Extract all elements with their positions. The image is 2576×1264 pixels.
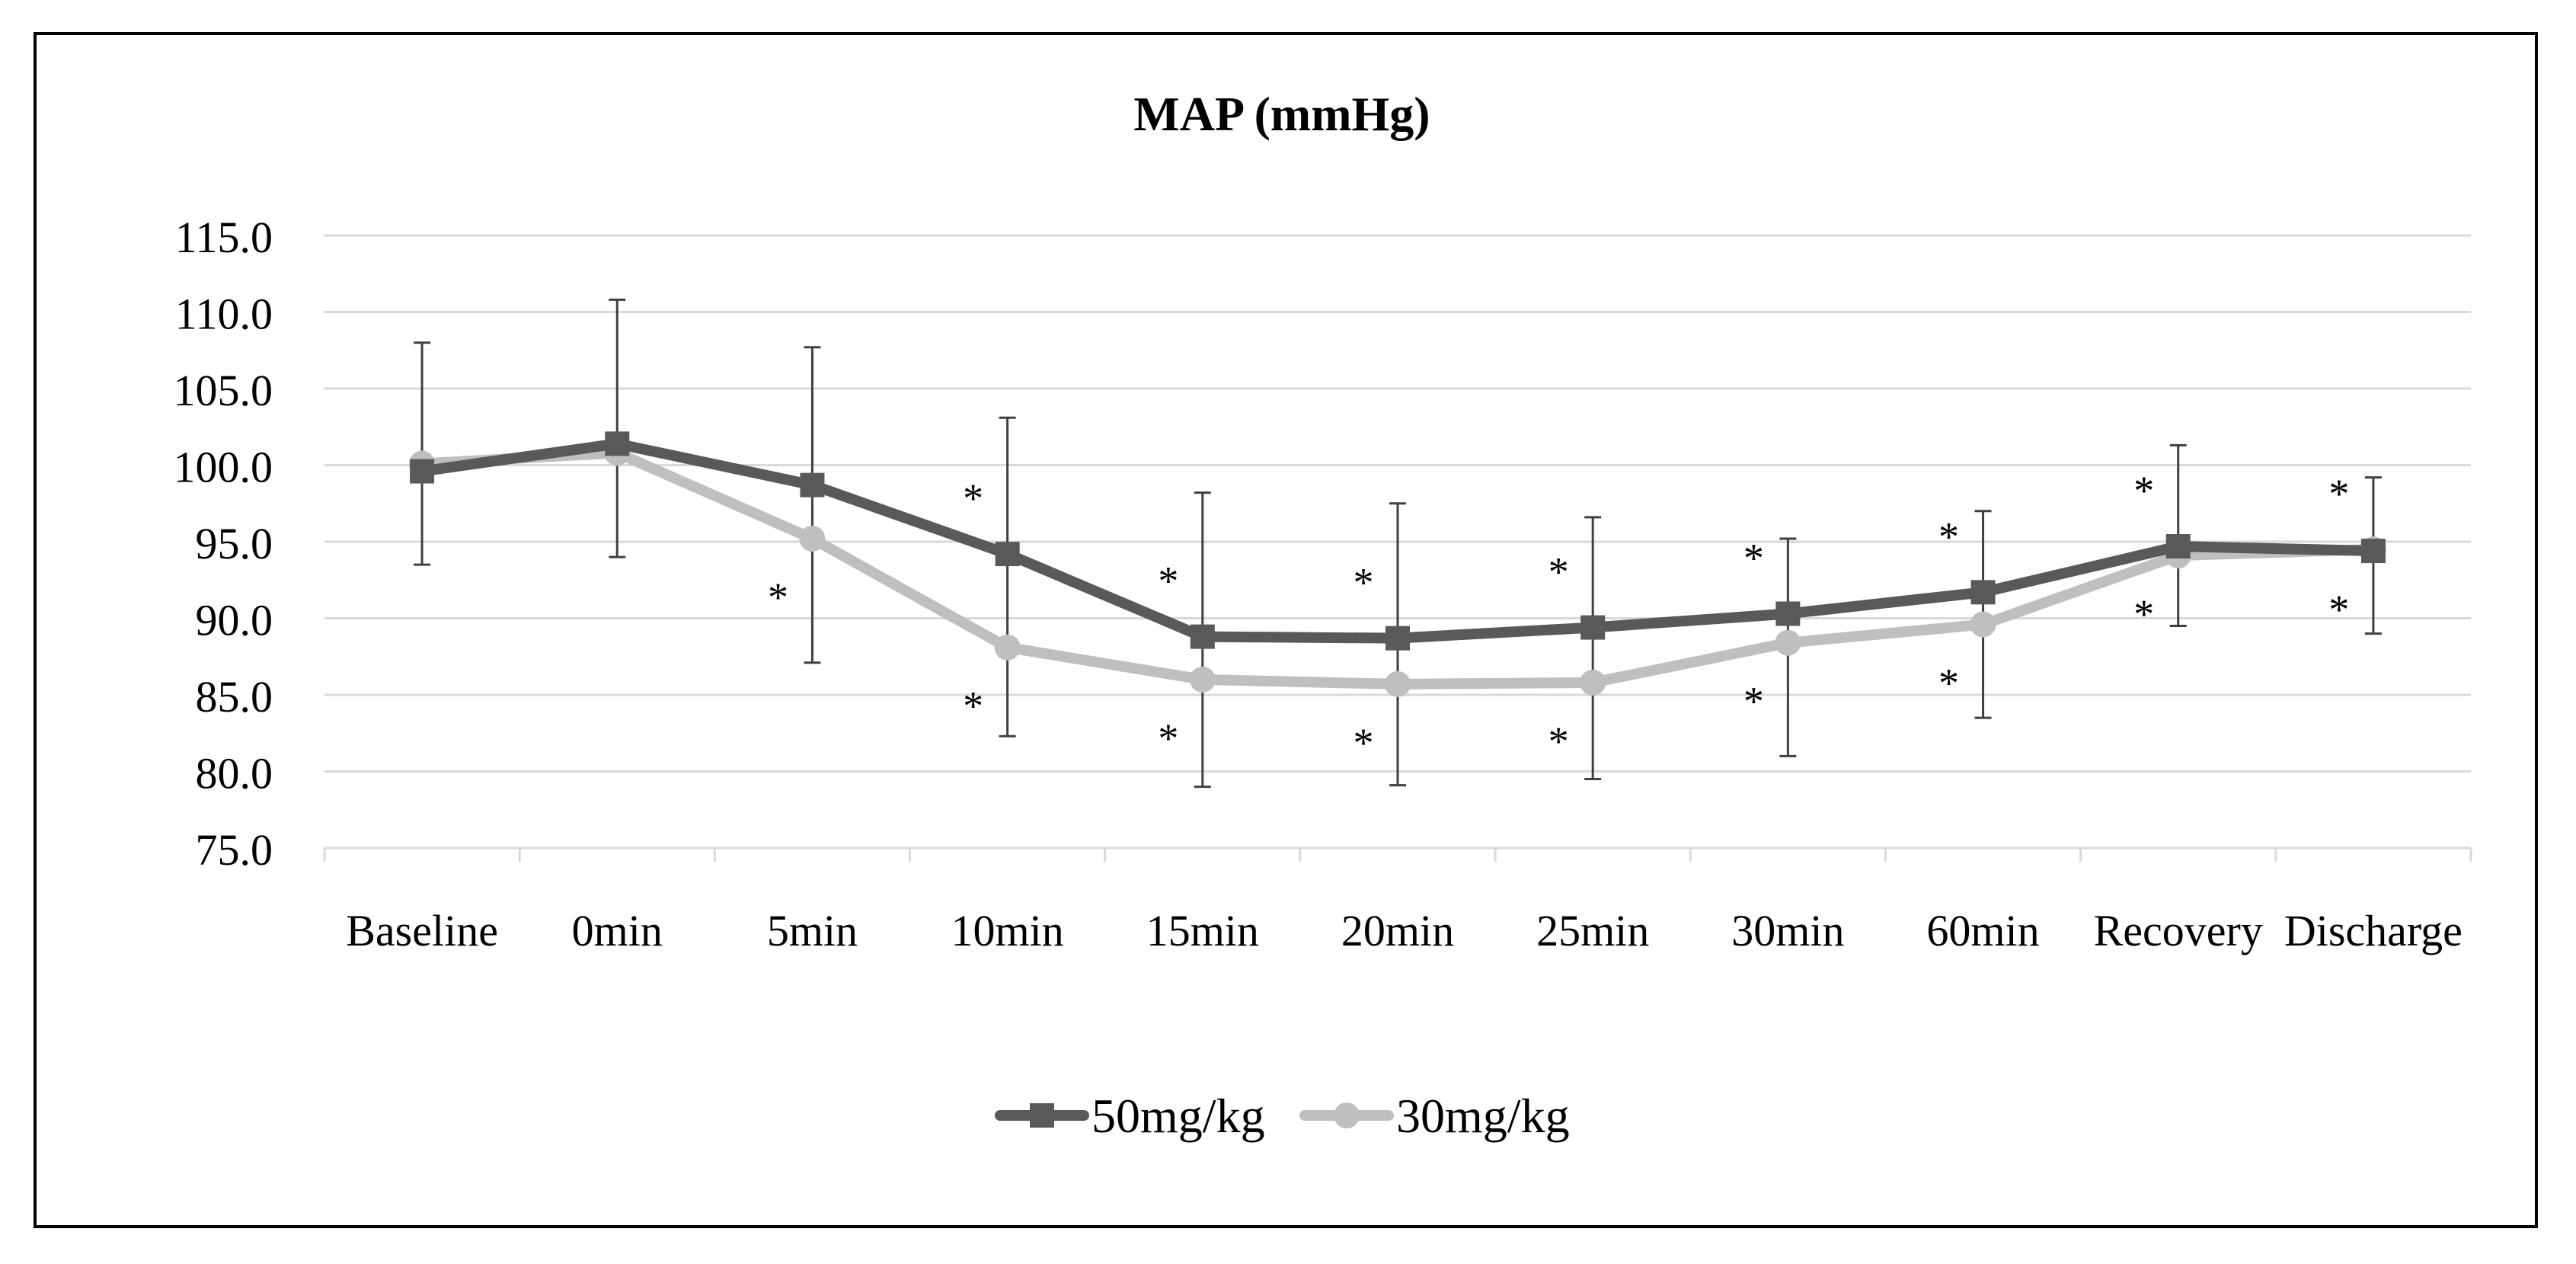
significance-star: *: [1548, 549, 1569, 595]
legend-swatch-circle: [1334, 1102, 1360, 1128]
significance-star: *: [1938, 514, 1959, 559]
error-bar: [609, 298, 626, 558]
x-tick-label: 0min: [572, 906, 663, 955]
significance-star: *: [1548, 718, 1569, 764]
x-tick-label: 25min: [1536, 906, 1649, 955]
x-tick-label: 30min: [1731, 906, 1844, 955]
legend-label: 30mg/kg: [1396, 1089, 1570, 1143]
x-tick-label: Baseline: [346, 906, 498, 955]
data-point-square: [1580, 615, 1606, 640]
y-tick-label: 95.0: [196, 519, 273, 568]
line-chart: MAP (mmHg) 75.0 80.0 85.0 90.0 95.0 100.0 105.…: [174, 87, 2472, 1143]
data-point-circle: [1970, 611, 1996, 638]
significance-markers: * * * * * * * * * * * * * * * * *: [768, 468, 2349, 766]
x-tick-label: 20min: [1341, 906, 1454, 955]
x-tick-label: 15min: [1146, 906, 1259, 955]
error-bar: [999, 416, 1016, 738]
data-point-square: [2165, 534, 2191, 559]
legend-swatch-square: [1030, 1103, 1054, 1128]
data-point-circle: [1775, 629, 1801, 656]
y-tick-label: 85.0: [196, 672, 273, 722]
significance-star: *: [768, 574, 788, 620]
data-point-square: [2360, 539, 2386, 564]
y-tick-label: 110.0: [175, 290, 273, 339]
data-point-circle: [799, 525, 826, 552]
significance-star: *: [1938, 661, 1959, 706]
data-point-square: [605, 431, 630, 456]
significance-star: *: [1354, 560, 1374, 606]
significance-star: *: [1158, 558, 1178, 604]
y-tick-label: 90.0: [196, 596, 273, 645]
data-point-square: [1775, 601, 1801, 626]
y-tick-label: 75.0: [196, 825, 273, 875]
significance-star: *: [963, 475, 983, 521]
significance-star: *: [2133, 468, 2154, 514]
error-bars: [414, 298, 2382, 789]
significance-star: *: [2328, 471, 2349, 517]
legend: 50mg/kg 30mg/kg: [995, 1089, 1570, 1143]
data-point-square: [1385, 626, 1410, 651]
x-tick-label: 10min: [951, 906, 1064, 955]
y-tick-label: 100.0: [174, 443, 273, 492]
x-tick-label: 5min: [767, 906, 858, 955]
y-tick-label: 105.0: [174, 366, 273, 415]
x-tick-label: Discharge: [2284, 906, 2463, 955]
y-tick-label: 80.0: [196, 749, 273, 798]
data-point-circle: [1189, 666, 1216, 693]
significance-star: *: [1743, 679, 1764, 725]
x-tick-label: 60min: [1926, 906, 2039, 955]
significance-star: *: [963, 683, 983, 729]
significance-star: *: [2328, 587, 2349, 632]
data-point-circle: [1385, 670, 1411, 697]
significance-star: *: [1354, 720, 1374, 766]
x-axis: [323, 846, 2472, 862]
x-tick-label: Recovery: [2094, 906, 2263, 955]
chart-frame: MAP (mmHg) 75.0 80.0 85.0 90.0 95.0 100.0 105.…: [34, 32, 2538, 1228]
legend-item-50mg/kg: 50mg/kg: [995, 1089, 1265, 1143]
data-point-square: [410, 459, 435, 484]
error-bar: [804, 346, 821, 664]
significance-star: *: [1743, 535, 1764, 581]
series-50mg/kg: [410, 431, 2386, 651]
data-point-square: [800, 472, 825, 498]
data-point-square: [1190, 624, 1215, 649]
data-point-circle: [994, 634, 1021, 661]
data-point-circle: [1580, 669, 1606, 696]
y-axis: 75.0 80.0 85.0 90.0 95.0 100.0 105.0 110.0 115.0: [174, 213, 273, 875]
significance-star: *: [2133, 591, 2154, 637]
legend-label: 50mg/kg: [1091, 1089, 1265, 1143]
legend-item-30mg/kg: 30mg/kg: [1299, 1089, 1570, 1143]
significance-star: *: [1158, 715, 1178, 761]
chart-title: MAP (mmHg): [1133, 87, 1430, 141]
data-point-square: [1970, 580, 1996, 605]
x-tick-labels: Baseline 0min 5min 10min 15min 20min 25min 30mi…: [346, 906, 2463, 955]
series: [409, 431, 2386, 697]
error-bar: [1584, 516, 1602, 781]
data-point-square: [995, 542, 1020, 567]
y-tick-label: 115.0: [175, 213, 273, 262]
